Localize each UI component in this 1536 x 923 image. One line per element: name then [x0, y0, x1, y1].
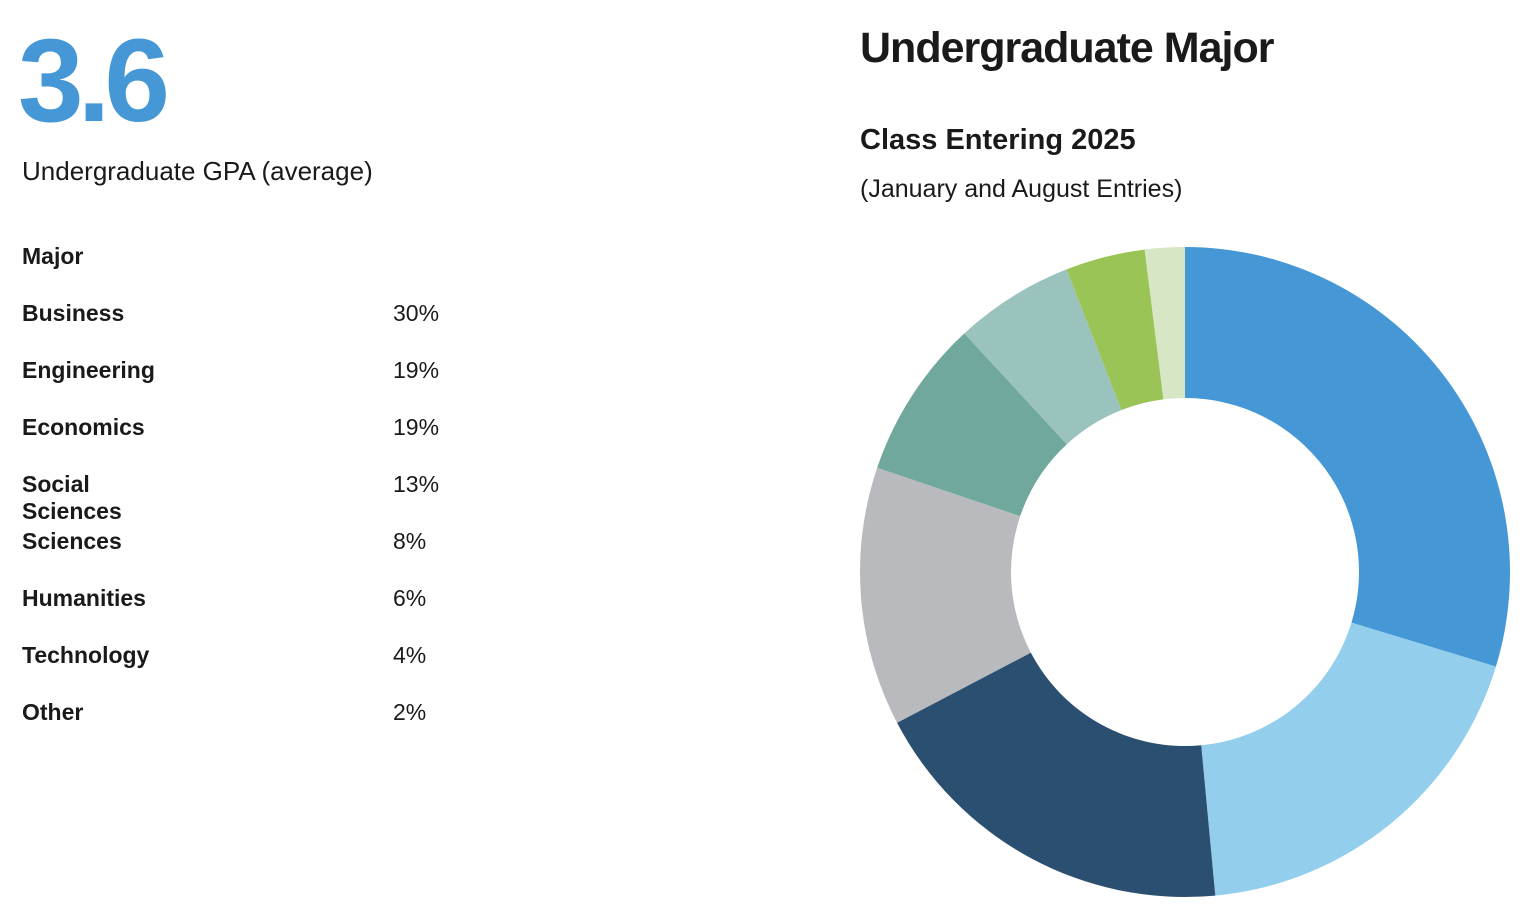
donut-slice — [877, 333, 1067, 517]
major-percent: 13% — [393, 471, 440, 497]
major-percent: 19% — [393, 357, 440, 383]
major-name: Business — [22, 300, 125, 326]
major-percent: 6% — [393, 585, 427, 611]
donut-slice — [964, 269, 1122, 445]
major-percent: 8% — [393, 528, 427, 554]
donut-slice — [1201, 622, 1496, 896]
major-percent: 30% — [393, 300, 440, 326]
major-percent: 2% — [393, 699, 427, 725]
donut-slice — [1066, 249, 1164, 410]
major-name: Social Sciences — [22, 471, 122, 524]
major-name: Sciences — [22, 528, 122, 554]
gpa-label: Undergraduate GPA (average) — [22, 156, 373, 186]
chart-title: Undergraduate Major — [860, 24, 1274, 72]
donut-slice — [1144, 247, 1185, 400]
major-percent: 4% — [393, 642, 427, 668]
chart-subtitle: Class Entering 2025 — [860, 124, 1136, 156]
major-name: Engineering — [22, 357, 155, 383]
gpa-value: 3.6 — [18, 15, 170, 147]
donut-slice — [1185, 247, 1511, 667]
major-name: Other — [22, 699, 84, 725]
major-percent: 19% — [393, 414, 440, 440]
chart-note: (January and August Entries) — [860, 175, 1183, 203]
major-name: Technology — [22, 642, 150, 668]
major-name: Humanities — [22, 585, 146, 611]
column-header: Major — [22, 243, 84, 269]
donut-slice — [859, 467, 1031, 723]
major-name: Economics — [22, 414, 145, 440]
donut-slice — [897, 652, 1216, 897]
